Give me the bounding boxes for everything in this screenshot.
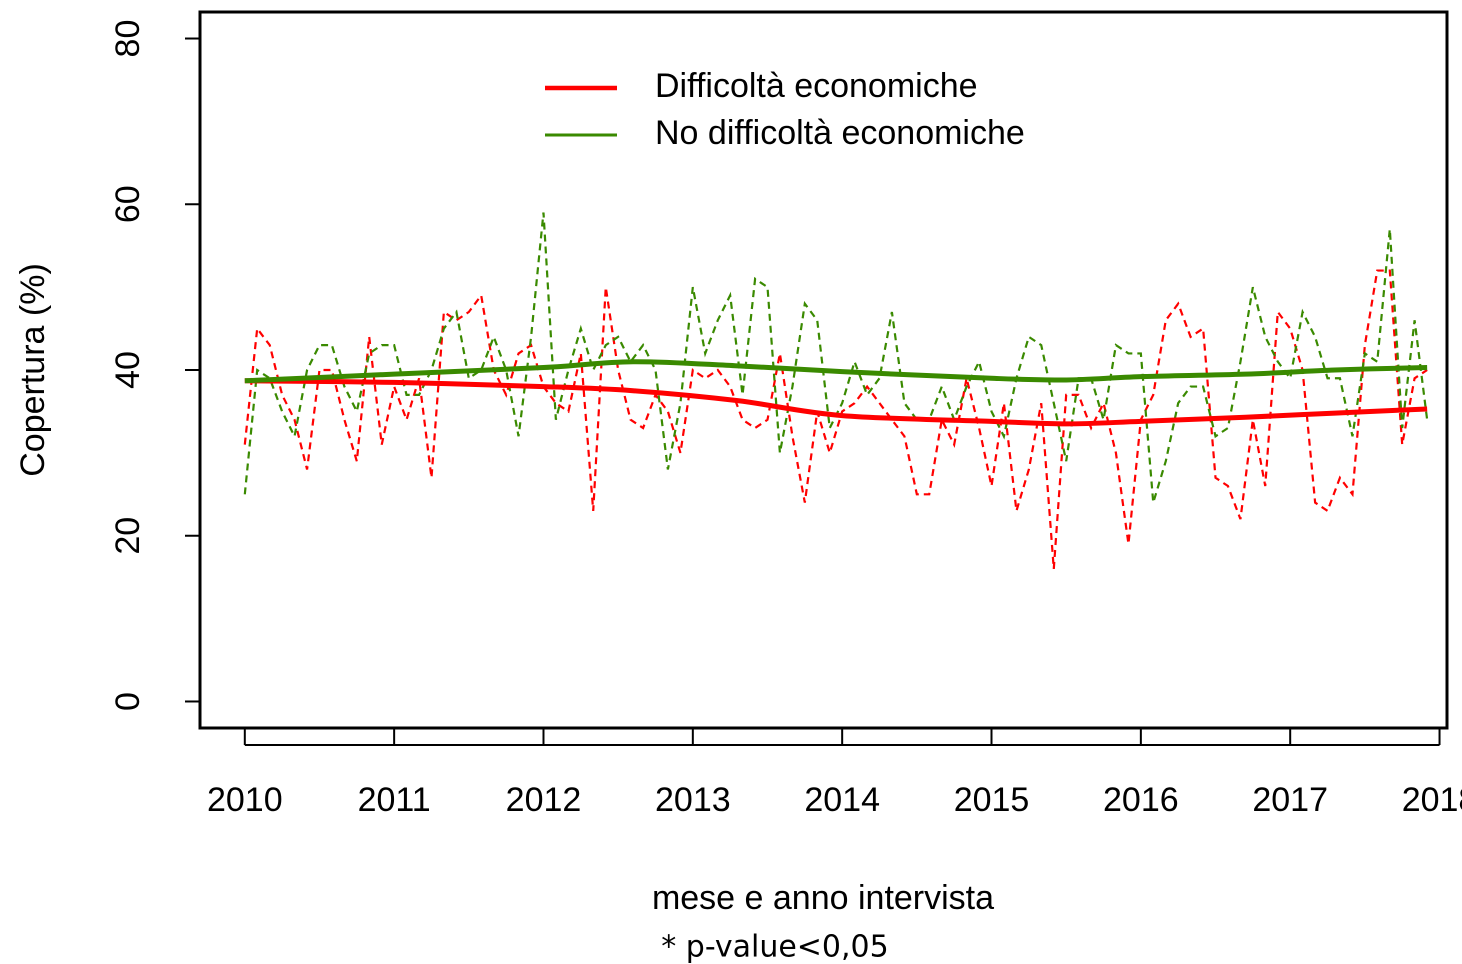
y-tick-label: 20	[109, 517, 147, 555]
legend-label: Difficoltà economiche	[655, 67, 978, 105]
footnote: * p-value<0,05	[661, 930, 888, 964]
x-tick-label: 2013	[655, 781, 731, 819]
trend-line	[244, 378, 1428, 427]
y-tick-label: 60	[109, 185, 147, 223]
x-tick-label: 2014	[804, 781, 880, 819]
x-tick-label: 2010	[207, 781, 283, 819]
data-line	[243, 269, 1428, 569]
x-tick-label: 2012	[506, 781, 582, 819]
legend-label: No difficoltà economiche	[655, 114, 1025, 152]
y-tick-label: 80	[109, 20, 147, 58]
data-line	[243, 212, 1429, 503]
x-tick-label: 2015	[954, 781, 1030, 819]
y-axis-label: Copertura (%)	[14, 263, 52, 477]
y-tick-label: 40	[109, 351, 147, 389]
x-tick-label: 2017	[1252, 781, 1328, 819]
x-axis-label: mese e anno intervista	[652, 879, 994, 917]
y-tick-label: 0	[109, 692, 147, 711]
trend-line	[244, 359, 1428, 384]
x-tick-label: 2011	[358, 781, 431, 819]
x-tick-label: 2018	[1402, 781, 1462, 819]
x-tick-label: 2016	[1103, 781, 1179, 819]
